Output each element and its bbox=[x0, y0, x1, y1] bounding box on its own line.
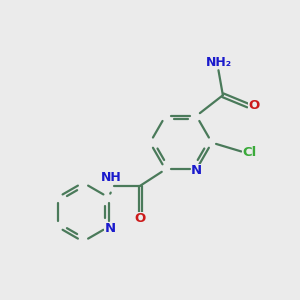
Text: NH₂: NH₂ bbox=[206, 56, 232, 69]
Text: Cl: Cl bbox=[242, 146, 256, 159]
Text: N: N bbox=[104, 222, 116, 235]
Text: NH: NH bbox=[101, 171, 122, 184]
Text: O: O bbox=[248, 99, 260, 112]
Text: O: O bbox=[135, 212, 146, 225]
Text: N: N bbox=[191, 164, 202, 177]
